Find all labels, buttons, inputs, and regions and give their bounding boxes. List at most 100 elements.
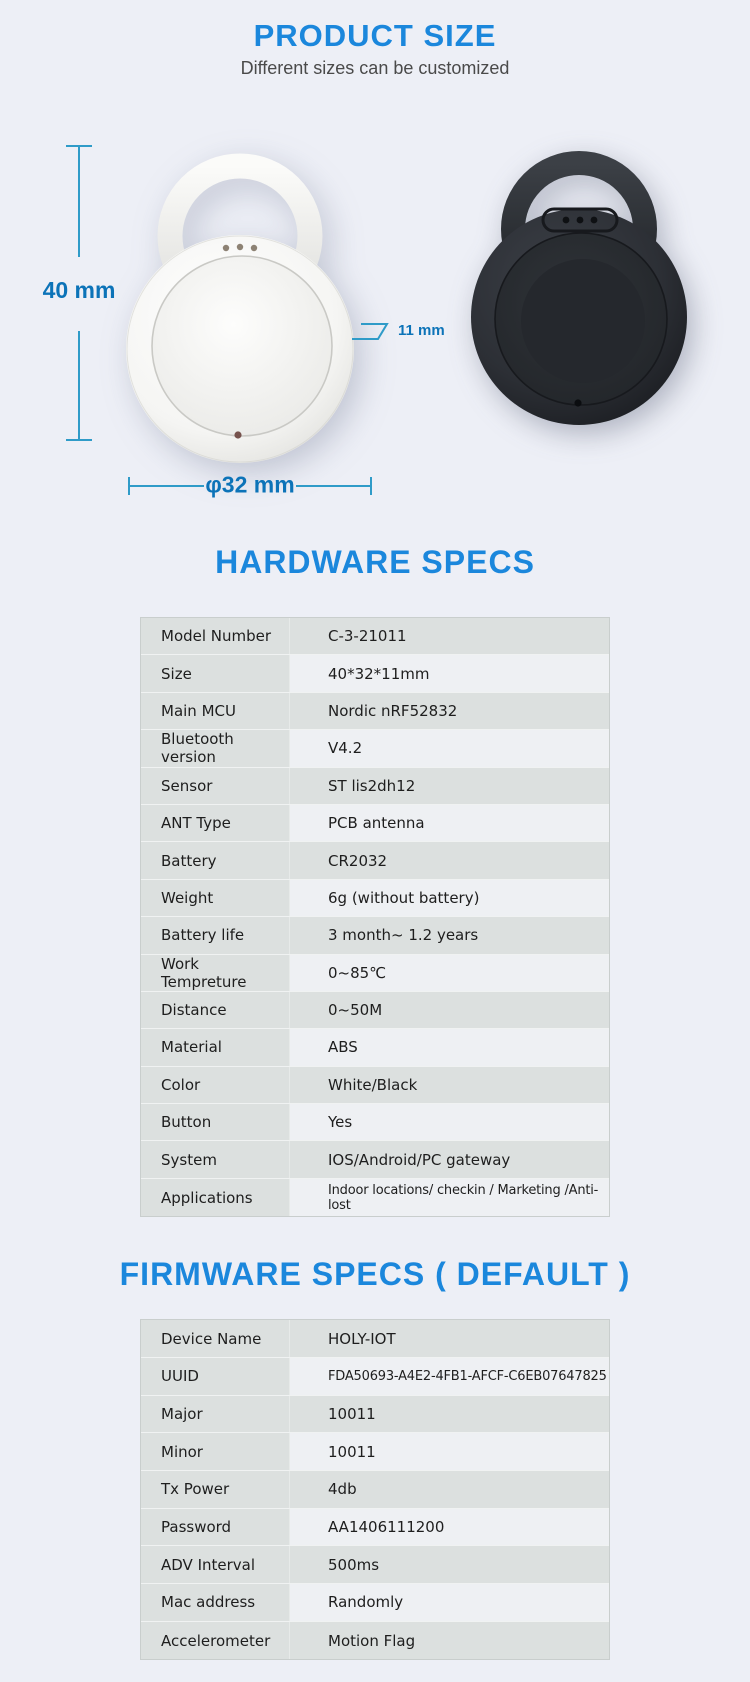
dimension-line <box>130 485 204 487</box>
spec-row: Main MCU Nordic nRF52832 <box>141 692 609 731</box>
contact-dot <box>576 216 584 224</box>
spec-label: Accelerometer <box>141 1621 289 1660</box>
spec-row: Size 40*32*11mm <box>141 655 609 693</box>
dimension-cap <box>66 145 92 147</box>
spec-label: UUID <box>141 1357 289 1395</box>
contact-dot <box>236 243 244 251</box>
spec-row: Button Yes <box>141 1104 609 1142</box>
diameter-dimension: φ32 mm <box>128 471 372 497</box>
spec-value: FDA50693-A4E2-4FB1-AFCF-C6EB07647825 <box>289 1357 609 1395</box>
spec-label: Button <box>141 1104 289 1141</box>
spec-label: Battery <box>141 842 289 879</box>
spec-label: Password <box>141 1508 289 1546</box>
firmware-specs-table: Device Name HOLY-IOT UUID FDA50693-A4E2-4FB… <box>140 1319 610 1661</box>
spec-label: Material <box>141 1029 289 1066</box>
spec-row: Tx Power 4db <box>141 1471 609 1509</box>
spec-value: HOLY-IOT <box>289 1320 609 1357</box>
hardware-specs-section: HARDWARE SPECS Model Number C-3-21011 Size… <box>0 544 750 1218</box>
spec-row: ANT Type PCB antenna <box>141 804 609 843</box>
spec-value: 6g (without battery) <box>289 879 609 917</box>
spec-label: Tx Power <box>141 1471 289 1508</box>
spec-value: 10011 <box>289 1433 609 1470</box>
spec-row: Major 10011 <box>141 1395 609 1434</box>
led-hole <box>234 431 242 439</box>
spec-row: UUID FDA50693-A4E2-4FB1-AFCF-C6EB07647825 <box>141 1357 609 1396</box>
spec-row: Mac address Randomly <box>141 1584 609 1622</box>
dimension-line <box>78 147 80 257</box>
diameter-dimension-label: φ32 mm <box>205 471 295 498</box>
page-subtitle: Different sizes can be customized <box>240 58 510 78</box>
contact-dot <box>590 216 598 224</box>
spec-label: Distance <box>141 991 289 1029</box>
bottom-spacer <box>0 1660 750 1682</box>
spec-label: Mac address <box>141 1584 289 1621</box>
spec-value: 4db <box>289 1471 609 1508</box>
spec-label: Major <box>141 1395 289 1433</box>
thickness-dimension-label: 11 mm <box>398 322 445 339</box>
spec-value: 40*32*11mm <box>289 655 609 692</box>
spec-label: Model Number <box>141 618 289 655</box>
spec-label: Battery life <box>141 917 289 954</box>
page-title: PRODUCT SIZE <box>253 18 497 53</box>
spec-value: ST lis2dh12 <box>289 767 609 804</box>
spec-label: Device Name <box>141 1320 289 1357</box>
spec-value: CR2032 <box>289 842 609 879</box>
contact-dot <box>562 216 570 224</box>
product-size-section: PRODUCT SIZE Different sizes can be cust… <box>0 0 750 79</box>
contact-dot <box>222 244 230 252</box>
dimension-tick <box>128 477 130 495</box>
product-images-stage: 40 mm <box>0 79 750 509</box>
spec-value: 0~85℃ <box>289 954 609 991</box>
spec-row: Work Tempreture 0~85℃ <box>141 954 609 992</box>
spec-row: ADV Interval 500ms <box>141 1546 609 1585</box>
spec-row: Password AA1406111200 <box>141 1508 609 1547</box>
spec-row: Minor 10011 <box>141 1433 609 1471</box>
spec-value: 500ms <box>289 1546 609 1584</box>
led-hole <box>574 399 582 407</box>
spec-row: Device Name HOLY-IOT <box>141 1320 609 1358</box>
black-beacon-image <box>471 151 687 425</box>
spec-value: PCB antenna <box>289 804 609 842</box>
spec-value: 0~50M <box>289 991 609 1029</box>
spec-row: Color White/Black <box>141 1066 609 1105</box>
spec-label: Bluetooth version <box>141 730 289 767</box>
firmware-specs-section: FIRMWARE SPECS ( DEFAULT ) Device Name HO… <box>0 1257 750 1661</box>
spec-value: Motion Flag <box>289 1621 609 1660</box>
spec-row: Bluetooth version V4.2 <box>141 730 609 768</box>
spec-value: Yes <box>289 1104 609 1141</box>
dimension-tick <box>370 477 372 495</box>
spec-row: Accelerometer Motion Flag <box>141 1621 609 1660</box>
spec-label: Work Tempreture <box>141 954 289 991</box>
spec-label: Minor <box>141 1433 289 1470</box>
contact-recess <box>541 207 619 233</box>
height-dimension-label: 40 mm <box>42 277 116 303</box>
spec-row: Material ABS <box>141 1029 609 1067</box>
spec-label: ADV Interval <box>141 1546 289 1584</box>
spec-value: 3 month~ 1.2 years <box>289 917 609 954</box>
dimension-line <box>78 331 80 439</box>
hardware-specs-title: HARDWARE SPECS <box>215 544 535 580</box>
dimension-cap <box>66 439 92 441</box>
height-dimension: 40 mm <box>43 145 115 441</box>
spec-row: Battery CR2032 <box>141 842 609 880</box>
spec-value: Nordic nRF52832 <box>289 692 609 730</box>
spec-label: ANT Type <box>141 804 289 842</box>
spec-value: ABS <box>289 1029 609 1066</box>
spec-value: V4.2 <box>289 730 609 767</box>
contact-dot <box>250 244 258 252</box>
spec-value: 10011 <box>289 1395 609 1433</box>
spec-row: Sensor ST lis2dh12 <box>141 767 609 805</box>
spec-value: IOS/Android/PC gateway <box>289 1141 609 1178</box>
spec-row: Model Number C-3-21011 <box>141 618 609 656</box>
spec-row: Weight 6g (without battery) <box>141 879 609 918</box>
spec-row: Battery life 3 month~ 1.2 years <box>141 917 609 955</box>
spec-value: Indoor locations/ checkin / Marketing /A… <box>289 1178 609 1217</box>
spec-row: System IOS/Android/PC gateway <box>141 1141 609 1179</box>
dimension-line <box>296 485 370 487</box>
spec-label: System <box>141 1141 289 1178</box>
spec-label: Main MCU <box>141 692 289 730</box>
white-beacon-image <box>126 153 354 463</box>
spec-row: Applications Indoor locations/ checkin / … <box>141 1178 609 1217</box>
spec-label: Weight <box>141 879 289 917</box>
